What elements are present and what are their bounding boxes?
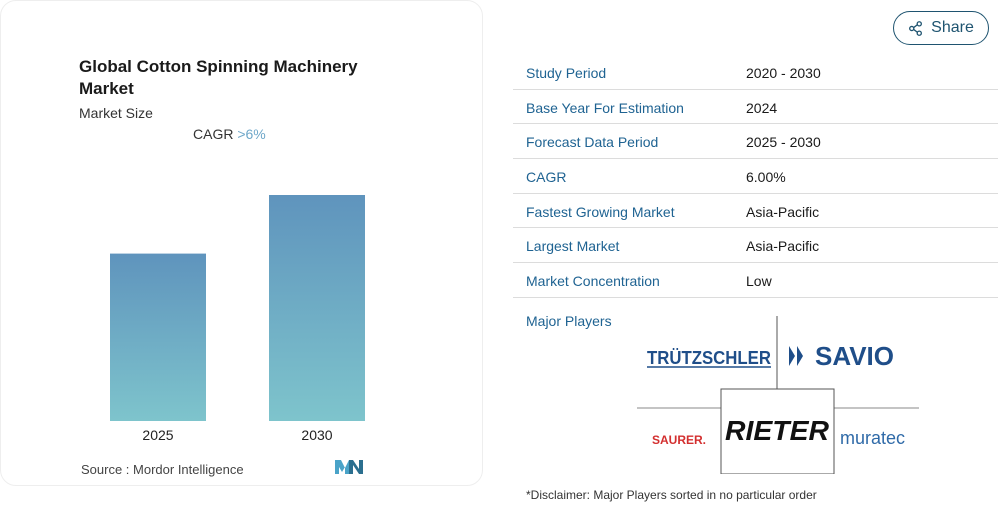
row-key: Market Concentration xyxy=(526,273,660,290)
chart-title: Global Cotton Spinning Machinery Market xyxy=(79,57,358,98)
table-row: Largest Market Asia-Pacific xyxy=(513,228,998,264)
major-players-label: Major Players xyxy=(526,313,612,329)
row-value: Low xyxy=(746,273,772,290)
table-row: CAGR 6.00% xyxy=(513,159,998,194)
row-key: Base Year For Estimation xyxy=(526,99,684,116)
bar-2030 xyxy=(269,195,365,421)
share-label: Share xyxy=(931,19,974,36)
table-row: Base Year For Estimation 2024 xyxy=(513,90,998,125)
table-row: Forecast Data Period 2025 - 2030 xyxy=(513,124,998,160)
rieter-logo: RIETER xyxy=(725,415,830,446)
x-tick-label: 2030 xyxy=(301,427,332,443)
x-tick-label: 2025 xyxy=(142,427,173,443)
market-summary-table: Study Period 2020 - 2030 Base Year For E… xyxy=(513,55,998,298)
table-row: Market Concentration Low xyxy=(513,263,998,298)
major-players-grid: TRÜTZSCHLER SAVIO SAURER. RIETER muratec xyxy=(637,316,919,474)
cagr-text: CAGR xyxy=(193,126,234,142)
savio-logo: SAVIO xyxy=(789,341,894,371)
row-key: Study Period xyxy=(526,65,607,81)
row-key: Largest Market xyxy=(526,238,620,255)
row-value: 2024 xyxy=(746,99,778,116)
saurer-logo: SAURER. xyxy=(652,433,706,447)
center-logo-frame xyxy=(720,388,835,474)
row-value: Asia-Pacific xyxy=(746,203,820,220)
trutzschler-logo: TRÜTZSCHLER xyxy=(647,348,771,368)
source-text: Source : Mordor Intelligence xyxy=(81,462,244,477)
muratec-logo: muratec xyxy=(840,428,905,448)
row-value: 2025 - 2030 xyxy=(746,134,821,151)
row-key: Fastest Growing Market xyxy=(526,203,675,220)
savio-text: SAVIO xyxy=(815,341,894,371)
share-button[interactable]: Share xyxy=(893,11,989,45)
chart-subtitle: Market Size xyxy=(79,105,153,121)
bar-2025 xyxy=(110,253,206,421)
bar-chart: 2025 2030 xyxy=(110,195,365,443)
row-value: 6.00% xyxy=(746,169,786,186)
table-row: Fastest Growing Market Asia-Pacific xyxy=(513,194,998,229)
disclaimer-text: *Disclaimer: Major Players sorted in no … xyxy=(526,488,817,502)
table-row: Study Period 2020 - 2030 xyxy=(513,55,998,90)
row-key: Forecast Data Period xyxy=(526,134,659,151)
share-icon xyxy=(909,20,923,36)
row-key: CAGR xyxy=(526,169,567,186)
market-size-card: Global Cotton Spinning Machinery Market … xyxy=(0,0,483,486)
cagr-label: CAGR >6% xyxy=(193,126,266,142)
row-value: Asia-Pacific xyxy=(746,238,820,255)
row-value: 2020 - 2030 xyxy=(746,65,821,81)
mordor-intelligence-logo xyxy=(335,460,363,474)
cagr-value: >6% xyxy=(237,126,266,142)
